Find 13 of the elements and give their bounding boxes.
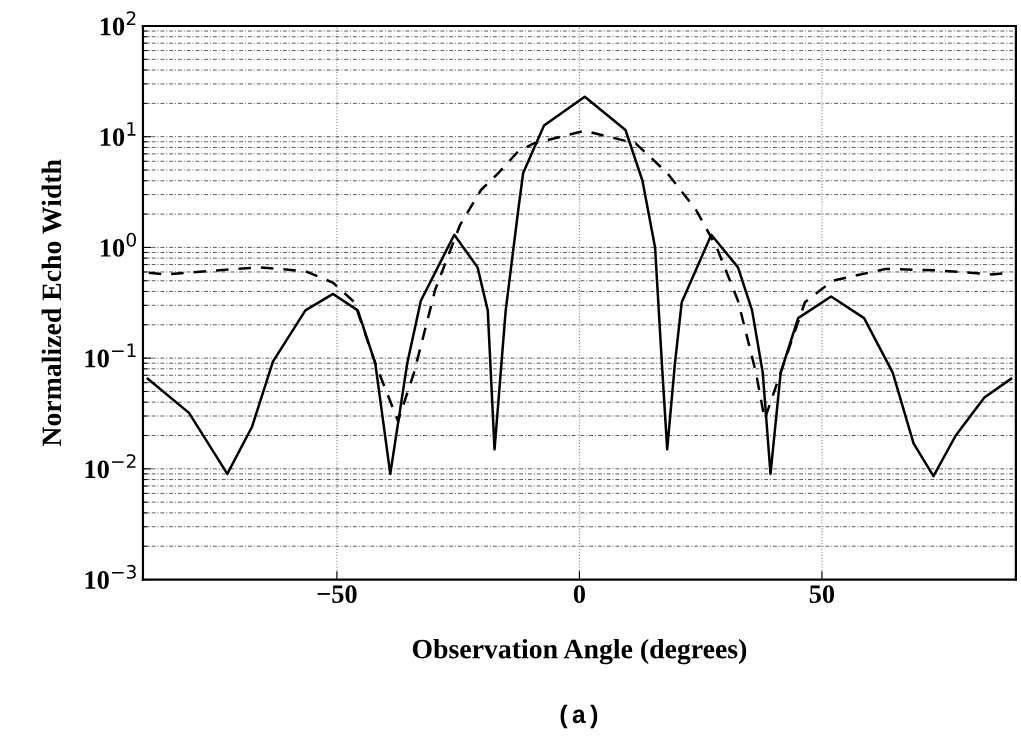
- y-tick-label: 10$^{2}$: [100, 11, 136, 36]
- y-tick-label: 10$^{−2}$: [85, 454, 136, 479]
- x-tick-label: 50: [809, 585, 835, 603]
- y-tick-label: 10$^{0}$: [100, 232, 136, 257]
- text: (a): [560, 704, 598, 729]
- y-axis-title: Normalized Echo Width: [41, 159, 62, 447]
- x-tick-label: 0: [573, 585, 586, 603]
- y-tick-label: 10$^{−1}$: [85, 343, 136, 368]
- y-tick-label: 10$^{−3}$: [85, 564, 136, 589]
- x-axis-title: Observation Angle (degrees): [412, 638, 747, 665]
- x-tick-label: −50: [317, 585, 357, 603]
- line-series: [146, 95, 1013, 478]
- y-tick-label: 10$^{1}$: [100, 122, 136, 146]
